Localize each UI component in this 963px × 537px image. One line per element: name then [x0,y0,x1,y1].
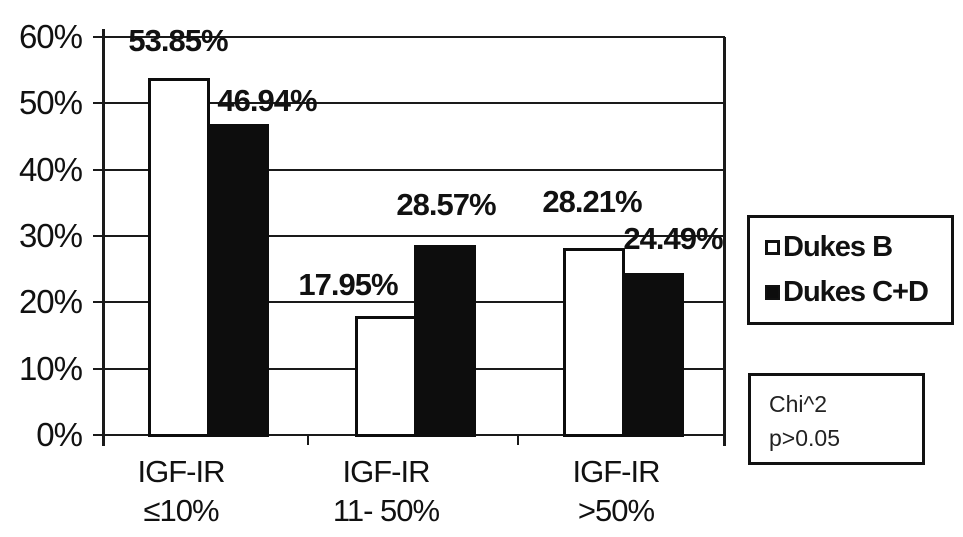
bar-dukes-c-d-group2 [414,245,476,437]
y-axis-label: 20% [18,283,83,321]
category-label-line1: IGF-IR [342,454,430,489]
y-tick [93,434,103,436]
p-value-label: p>0.05 [769,425,840,451]
y-axis-label: 50% [18,84,83,122]
y-axis-label: 30% [18,217,83,254]
hollow-square-icon [765,239,780,255]
y-axis-label: 40% [18,150,83,188]
y-tick [93,367,103,370]
y-tick [93,168,103,171]
bar-dukes-b-group2 [355,315,417,437]
category-label: IGF-IR >50% [572,452,661,530]
y-axis-label: 10% [18,349,83,387]
y-axis-label: 60% [18,18,83,55]
y-axis-label: 0% [36,416,83,453]
x-tick [102,435,104,445]
filled-square-icon [765,285,780,301]
value-label: 28.57% [396,187,496,222]
category-label: IGF-IR ≤10% [137,452,226,530]
y-tick [93,102,103,105]
category-label-line2: ≤10% [143,493,219,528]
legend-label: Dukes B [783,230,893,263]
category-label-line1: IGF-IR [137,454,226,489]
category-label-line2: 11- 50% [332,493,440,528]
gridline [103,235,725,237]
bar-dukes-b-group1 [148,77,210,437]
plot-right-border [723,37,726,446]
category-label-line1: IGF-IR [572,454,661,489]
x-tick [307,435,309,445]
gridline [103,168,725,171]
bar-dukes-c-d-group1 [207,123,269,437]
stats-annotation-box: Chi^2 p>0.05 [748,373,925,465]
category-label: IGF-IR 11- 50% [332,452,440,530]
x-tick [723,435,725,445]
gridline [103,36,725,38]
legend-item-dukes-b: Dukes B [765,231,951,264]
y-tick [93,36,103,38]
value-label: 46.94% [217,83,317,118]
y-axis-line [102,29,105,446]
value-label: 24.49% [623,221,723,256]
value-label: 17.95% [298,267,398,302]
value-label: 53.85% [128,23,228,58]
legend-label: Dukes C+D [783,276,929,309]
x-tick [517,435,519,445]
y-tick [93,301,103,304]
value-label: 28.21% [542,184,642,219]
bar-dukes-b-group3 [563,247,625,437]
legend-box: Dukes B Dukes C+D [747,215,954,325]
bar-dukes-c-d-group3 [622,272,684,437]
category-label-line2: >50% [577,493,655,528]
gridline [103,102,725,105]
y-tick [93,235,103,237]
chi-square-label: Chi^2 [769,391,828,417]
legend-item-dukes-c-d: Dukes C+D [765,276,951,309]
